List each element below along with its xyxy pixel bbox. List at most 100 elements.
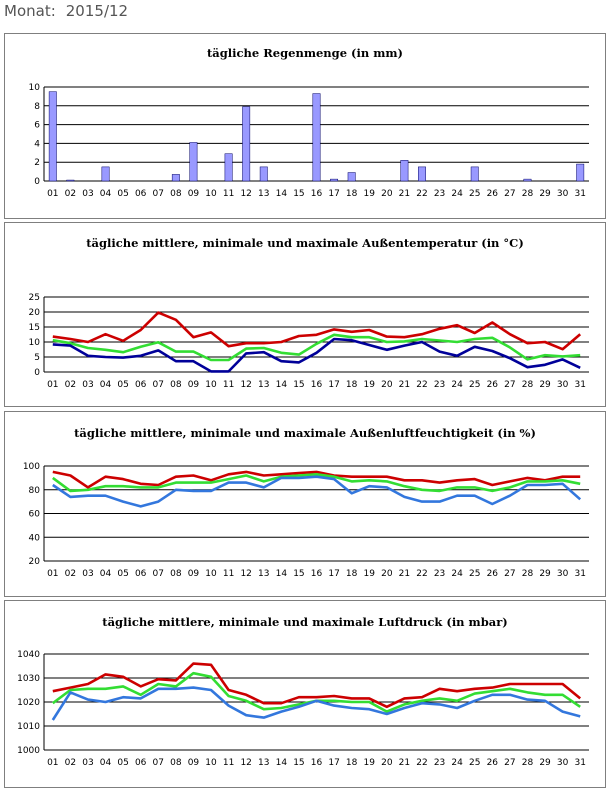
humidity-xtick-label: 21 bbox=[399, 569, 410, 579]
humidity-xtick-label: 23 bbox=[434, 569, 445, 579]
humidity-xtick-label: 31 bbox=[574, 569, 585, 579]
pressure-series-line bbox=[52, 662, 582, 709]
pressure-xtick-label: 03 bbox=[82, 758, 93, 768]
temperature-xtick-label: 17 bbox=[328, 380, 339, 390]
humidity-xtick-label: 01 bbox=[47, 569, 58, 579]
pressure-xtick-label: 18 bbox=[346, 758, 358, 768]
temperature-xtick-label: 29 bbox=[539, 380, 551, 390]
temperature-xtick-label: 31 bbox=[574, 380, 585, 390]
temperature-series-line bbox=[52, 337, 581, 373]
humidity-xtick-label: 09 bbox=[188, 569, 200, 579]
rain-xtick-label: 31 bbox=[574, 189, 585, 199]
rain-ytick-label: 10 bbox=[29, 83, 41, 93]
temperature-xtick-label: 05 bbox=[117, 380, 128, 390]
humidity-series-line bbox=[52, 472, 581, 493]
humidity-xtick-label: 18 bbox=[346, 569, 358, 579]
temperature-chart-panel: tägliche mittlere, minimale und maximale… bbox=[4, 222, 606, 407]
temperature-xtick-label: 20 bbox=[381, 380, 393, 390]
rain-xtick-label: 29 bbox=[539, 189, 551, 199]
rain-bar bbox=[312, 93, 321, 182]
pressure-xtick-label: 23 bbox=[434, 758, 445, 768]
rain-xtick-label: 20 bbox=[381, 189, 393, 199]
temperature-xtick-label: 26 bbox=[487, 380, 499, 390]
rain-xtick-label: 07 bbox=[153, 189, 164, 199]
humidity-ytick-label: 40 bbox=[29, 533, 41, 543]
rain-ytick-label: 6 bbox=[34, 121, 40, 131]
humidity-ytick-label: 100 bbox=[23, 462, 40, 472]
temperature-xtick-label: 07 bbox=[153, 380, 164, 390]
pressure-xtick-label: 20 bbox=[381, 758, 393, 768]
temperature-ytick-label: 20 bbox=[29, 308, 41, 318]
rain-ytick-label: 4 bbox=[34, 139, 40, 149]
pressure-ytick-label: 1020 bbox=[17, 698, 40, 708]
temperature-ytick-label: 10 bbox=[29, 338, 41, 348]
humidity-ytick-label: 20 bbox=[29, 557, 41, 567]
humidity-chart-title: tägliche mittlere, minimale und maximale… bbox=[74, 426, 536, 440]
temperature-chart-title: tägliche mittlere, minimale und maximale… bbox=[86, 236, 524, 250]
humidity-xtick-label: 24 bbox=[451, 569, 463, 579]
rain-bar bbox=[101, 166, 110, 182]
rain-xtick-label: 30 bbox=[557, 189, 569, 199]
temperature-xtick-label: 30 bbox=[557, 380, 569, 390]
humidity-xtick-label: 22 bbox=[416, 569, 427, 579]
temperature-xtick-label: 25 bbox=[469, 380, 480, 390]
humidity-xtick-label: 17 bbox=[328, 569, 339, 579]
rain-xtick-label: 01 bbox=[47, 189, 58, 199]
pressure-xtick-label: 16 bbox=[311, 758, 323, 768]
pressure-xtick-label: 10 bbox=[205, 758, 217, 768]
pressure-xtick-label: 01 bbox=[47, 758, 58, 768]
temperature-xtick-label: 21 bbox=[399, 380, 410, 390]
humidity-chart: 20 40 60 80 100 01 02 03 04 05 06 07 08 09 10 11 12 13 14 1… bbox=[23, 462, 589, 579]
rain-bar bbox=[224, 153, 233, 182]
temperature-xtick-label: 19 bbox=[364, 380, 376, 390]
rain-xtick-label: 10 bbox=[205, 189, 217, 199]
rain-xtick-label: 25 bbox=[469, 189, 480, 199]
month-header: Monat: 2015/12 bbox=[4, 2, 128, 20]
pressure-series-line bbox=[52, 671, 581, 713]
humidity-xtick-label: 07 bbox=[153, 569, 164, 579]
rain-bar bbox=[189, 142, 198, 182]
humidity-xtick-label: 30 bbox=[557, 569, 569, 579]
rain-xtick-label: 24 bbox=[451, 189, 463, 199]
temperature-xtick-label: 27 bbox=[504, 380, 515, 390]
pressure-xtick-label: 05 bbox=[117, 758, 128, 768]
pressure-ytick-label: 1040 bbox=[17, 650, 40, 660]
rain-xtick-label: 13 bbox=[258, 189, 269, 199]
rain-xtick-label: 26 bbox=[487, 189, 499, 199]
temperature-xtick-label: 23 bbox=[434, 380, 445, 390]
rain-xtick-label: 06 bbox=[135, 189, 147, 199]
temperature-xtick-label: 02 bbox=[65, 380, 76, 390]
humidity-xtick-label: 02 bbox=[65, 569, 76, 579]
rain-xtick-label: 15 bbox=[293, 189, 304, 199]
pressure-xtick-label: 12 bbox=[240, 758, 251, 768]
rain-ytick-label: 2 bbox=[34, 158, 40, 168]
temperature-xtick-label: 06 bbox=[135, 380, 147, 390]
rain-ytick-label: 8 bbox=[34, 102, 40, 112]
humidity-xtick-label: 25 bbox=[469, 569, 480, 579]
pressure-xtick-label: 11 bbox=[223, 758, 234, 768]
humidity-xtick-label: 29 bbox=[539, 569, 551, 579]
rain-bar bbox=[347, 172, 356, 182]
temperature-xtick-label: 10 bbox=[205, 380, 217, 390]
humidity-xtick-label: 04 bbox=[100, 569, 112, 579]
temperature-xtick-label: 28 bbox=[522, 380, 534, 390]
temperature-ytick-label: 15 bbox=[29, 323, 40, 333]
rain-xtick-label: 05 bbox=[117, 189, 128, 199]
pressure-xtick-label: 08 bbox=[170, 758, 182, 768]
rain-bar bbox=[400, 160, 409, 182]
humidity-xtick-label: 11 bbox=[223, 569, 234, 579]
humidity-xtick-label: 28 bbox=[522, 569, 534, 579]
pressure-xtick-label: 31 bbox=[574, 758, 585, 768]
pressure-xtick-label: 26 bbox=[487, 758, 499, 768]
rain-xtick-label: 11 bbox=[223, 189, 234, 199]
rain-bar bbox=[418, 166, 426, 182]
humidity-xtick-label: 12 bbox=[240, 569, 251, 579]
rain-xtick-label: 23 bbox=[434, 189, 445, 199]
rain-xtick-label: 21 bbox=[399, 189, 410, 199]
pressure-xtick-label: 07 bbox=[153, 758, 164, 768]
pressure-xtick-label: 25 bbox=[469, 758, 480, 768]
temperature-ytick-label: 0 bbox=[34, 368, 40, 378]
pressure-xtick-label: 02 bbox=[65, 758, 76, 768]
